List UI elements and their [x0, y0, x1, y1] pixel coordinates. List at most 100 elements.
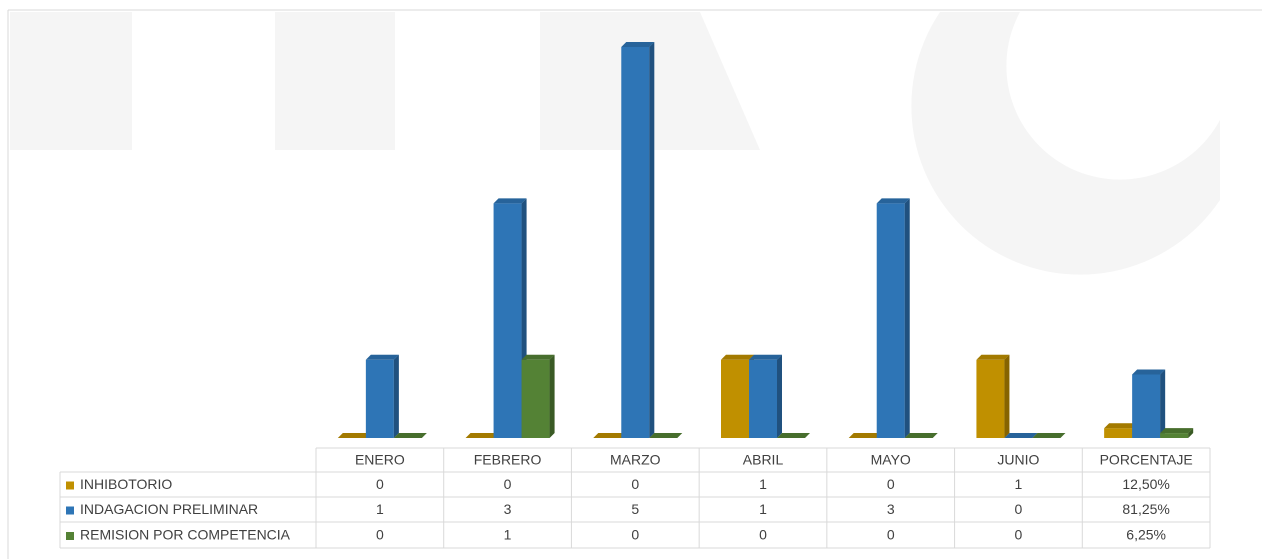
bar-top-shade: [976, 354, 1010, 360]
legend-label: REMISION POR COMPETENCIA: [80, 527, 291, 543]
bar: [1132, 369, 1166, 438]
bar: [848, 433, 882, 438]
bar-side: [777, 354, 782, 438]
bar-side-shade: [777, 354, 782, 438]
bar: [593, 433, 627, 438]
bar-top: [749, 354, 782, 360]
bar-top: [848, 433, 882, 438]
table-value: 1: [376, 501, 384, 517]
table-value: 12,50%: [1122, 476, 1169, 492]
bar-side: [393, 354, 399, 438]
bar-top-shade: [337, 433, 371, 438]
table-value: 1: [504, 527, 512, 543]
x-tick-label: ENERO: [355, 452, 405, 468]
bar: [649, 433, 683, 438]
bar-top-shade: [1132, 369, 1166, 375]
bar: [904, 433, 938, 438]
bar-top-shade: [1032, 433, 1066, 438]
table-value: 0: [887, 527, 895, 543]
bar-front: [365, 359, 394, 438]
bar-top: [621, 42, 655, 47]
bar-front: [1132, 374, 1161, 438]
bar-front: [493, 203, 522, 438]
bar-side-shade: [1004, 354, 1010, 438]
bar-side-shade: [904, 198, 910, 438]
bar-side: [1160, 369, 1166, 438]
bar-top-shade: [749, 354, 782, 360]
bar-top: [1004, 433, 1038, 438]
bar-front: [1160, 433, 1189, 438]
bar-front: [749, 359, 777, 438]
bar-side: [1188, 428, 1194, 438]
table-value: 81,25%: [1122, 501, 1169, 517]
bar: [521, 354, 555, 438]
x-tick-label: PORCENTAJE: [1100, 452, 1193, 468]
legend-label: INHIBOTORIO: [80, 476, 172, 492]
table-value: 0: [631, 527, 639, 543]
x-tick-label: MAYO: [871, 452, 911, 468]
table-value: 0: [759, 527, 767, 543]
bar-top-shade: [393, 433, 427, 438]
bar-top: [1132, 369, 1166, 375]
bar-top: [521, 354, 555, 360]
bar-front: [1104, 428, 1133, 438]
legend-label: INDAGACION PRELIMINAR: [80, 501, 258, 517]
bar-top-shade: [1004, 433, 1038, 438]
table-value: 3: [887, 501, 895, 517]
table-value: 3: [504, 501, 512, 517]
bar-top-shade: [465, 433, 499, 438]
bar-top-shade: [904, 433, 938, 438]
bar-top-shade: [721, 354, 754, 360]
bar-top-shade: [1160, 428, 1194, 434]
bar-top-shade: [493, 198, 527, 204]
bar-front: [621, 47, 650, 438]
x-tick-label: MARZO: [610, 452, 661, 468]
bar-top: [493, 198, 527, 204]
bar: [621, 42, 655, 438]
table-value: 0: [887, 476, 895, 492]
bar-top: [1032, 433, 1066, 438]
x-tick-label: JUNIO: [997, 452, 1039, 468]
bar-front: [521, 359, 550, 438]
table-value: 1: [759, 501, 767, 517]
table-value: 0: [376, 476, 384, 492]
bar-front: [876, 203, 905, 438]
bar-top-shade: [1104, 423, 1138, 429]
bar-top: [393, 433, 427, 438]
bar-top: [1104, 423, 1138, 429]
bar-top: [649, 433, 683, 438]
bar-top-shade: [621, 42, 655, 47]
bar: [1160, 428, 1194, 438]
bar-side-shade: [1188, 428, 1194, 438]
bar-top-shade: [521, 354, 555, 360]
bar-side-shade: [549, 354, 555, 438]
legend-key: [66, 532, 74, 540]
bar-front: [976, 359, 1005, 438]
bar-side-shade: [393, 354, 399, 438]
table-value: 6,25%: [1126, 527, 1166, 543]
table-value: 0: [1015, 501, 1023, 517]
watermark: [10, 12, 1220, 275]
bar: [1032, 433, 1066, 438]
bar-top: [337, 433, 371, 438]
bar-top-shade: [365, 354, 399, 360]
bar: [777, 433, 810, 438]
bar-top: [777, 433, 810, 438]
bar-side: [549, 354, 555, 438]
table-value: 0: [631, 476, 639, 492]
table-value: 5: [631, 501, 639, 517]
bar-side: [649, 42, 655, 438]
table-value: 1: [759, 476, 767, 492]
bar-top: [593, 433, 627, 438]
bar-front: [721, 359, 749, 438]
bar: [393, 433, 427, 438]
bar-top-shade: [876, 198, 910, 204]
bar-top-shade: [777, 433, 810, 438]
x-tick-label: FEBRERO: [474, 452, 542, 468]
bar-top: [876, 198, 910, 204]
bar-top-shade: [593, 433, 627, 438]
legend-key: [66, 481, 74, 490]
bar-side: [904, 198, 910, 438]
bar-side-shade: [1160, 369, 1166, 438]
